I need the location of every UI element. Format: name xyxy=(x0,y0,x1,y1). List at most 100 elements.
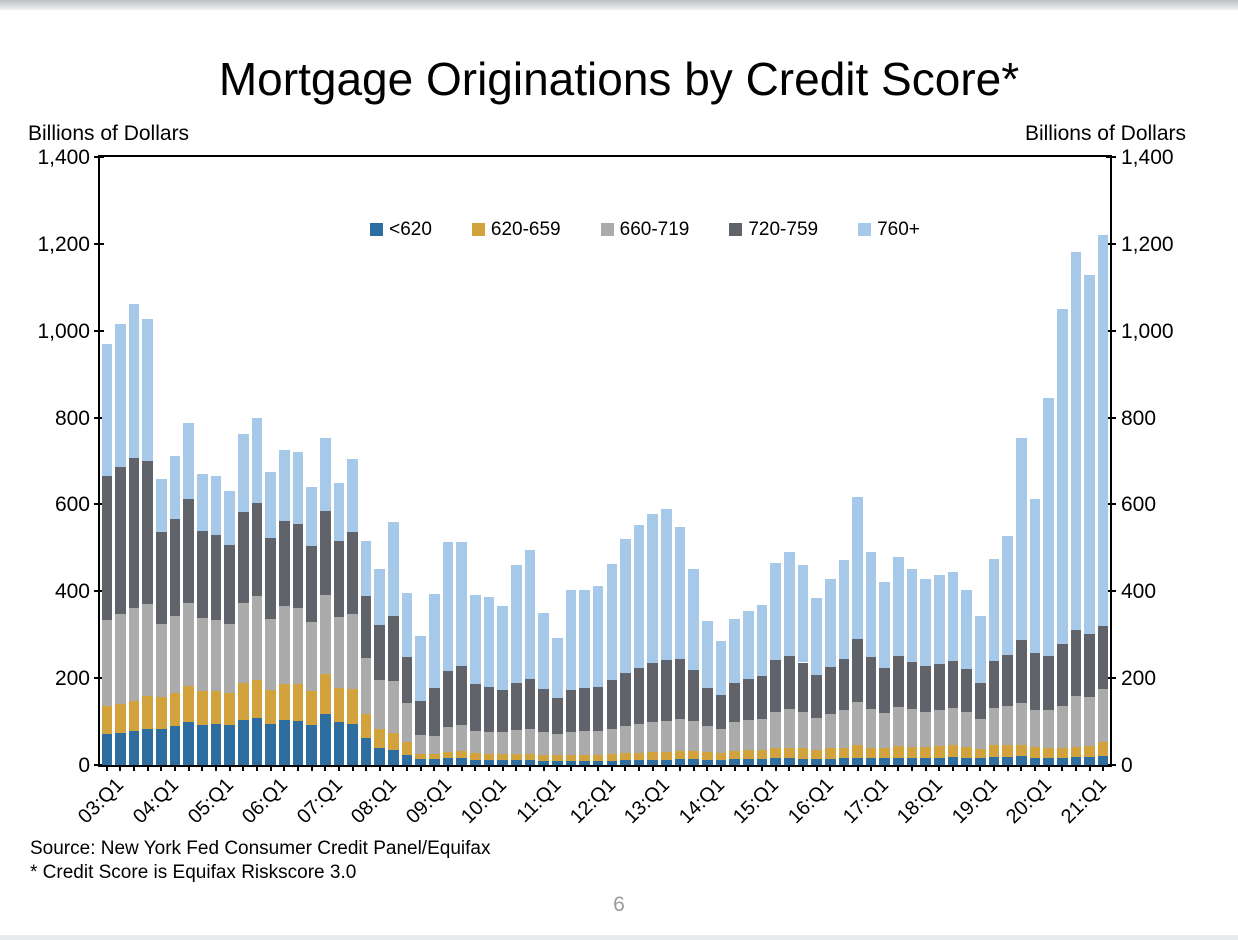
bar-08:Q1-seg-760+ xyxy=(374,568,386,626)
bar-04:Q2-seg-660-719 xyxy=(169,615,181,693)
bar-06:Q1-seg-<620 xyxy=(265,724,276,765)
legend-item-720-759: 720-759 xyxy=(729,220,818,239)
bar-09:Q2-seg-<620 xyxy=(442,758,454,765)
bar-15:Q3-seg-620-659 xyxy=(783,747,795,759)
bar-14:Q1-seg-<620 xyxy=(702,759,713,765)
x-minor-tick xyxy=(119,765,122,771)
x-minor-tick xyxy=(1088,765,1091,771)
bar-04:Q1-seg-760+ xyxy=(156,478,167,533)
bar-03:Q4-seg-<620 xyxy=(142,728,154,765)
bar-17:Q4-seg-760+ xyxy=(906,568,918,662)
bar-05:Q1-seg-720-759 xyxy=(210,534,222,620)
bar-03:Q2-seg-<620 xyxy=(115,732,126,765)
x-minor-tick xyxy=(351,765,354,771)
bar-08:Q1-seg-<620 xyxy=(374,747,386,765)
bar-20:Q1-seg-760+ xyxy=(1029,499,1041,654)
bar-05:Q2-seg-<620 xyxy=(224,725,235,765)
x-minor-tick xyxy=(105,765,108,771)
bar-20:Q3-seg-<620 xyxy=(1056,758,1068,765)
x-minor-tick xyxy=(255,765,258,771)
x-minor-tick xyxy=(720,765,722,771)
bar-03:Q4-seg-760+ xyxy=(142,319,154,461)
y-tick-label-left-1400: 1,400 xyxy=(37,146,90,169)
bar-09:Q2-seg-660-719 xyxy=(442,727,454,752)
bar-18:Q4-seg-620-659 xyxy=(961,746,972,758)
bar-10:Q2-seg-660-719 xyxy=(497,732,508,755)
bar-11:Q2-seg-660-719 xyxy=(551,734,563,755)
bar-18:Q1-seg-760+ xyxy=(920,579,932,667)
x-minor-tick xyxy=(556,765,559,771)
bar-16:Q2-seg-720-759 xyxy=(824,666,836,714)
bar-15:Q3-seg-760+ xyxy=(783,551,795,657)
bar-07:Q3-seg-760+ xyxy=(347,458,358,532)
y-tick-label-right-400: 400 xyxy=(1121,580,1157,604)
x-minor-tick xyxy=(870,765,873,771)
y-tick-left xyxy=(94,503,104,506)
bar-21:Q2-seg-720-759 xyxy=(1097,626,1109,690)
y-tick-label-right-800: 800 xyxy=(1121,406,1157,430)
bar-09:Q3-seg-720-759 xyxy=(456,665,467,725)
bar-07:Q1-seg-720-759 xyxy=(319,511,331,595)
bar-12:Q1-seg-720-759 xyxy=(592,686,604,732)
bar-09:Q4-seg-<620 xyxy=(470,759,481,765)
bar-10:Q1-seg-720-759 xyxy=(483,686,495,733)
x-minor-tick xyxy=(842,765,845,771)
bar-10:Q1-seg-660-719 xyxy=(483,732,495,755)
bar-15:Q2-seg-760+ xyxy=(770,562,781,661)
bar-06:Q4-seg-620-659 xyxy=(306,690,317,725)
x-minor-tick xyxy=(733,765,736,771)
bar-04:Q2-seg-720-759 xyxy=(169,519,181,616)
bar-18:Q4-seg-660-719 xyxy=(961,712,972,747)
bar-13:Q2-seg-<620 xyxy=(661,759,672,765)
bar-05:Q4-seg-620-659 xyxy=(251,679,263,719)
y-tick-label-right-1200: 1,200 xyxy=(1121,232,1174,256)
bar-20:Q4-seg-<620 xyxy=(1070,757,1082,765)
x-minor-tick xyxy=(952,765,955,771)
bar-19:Q2-seg-660-719 xyxy=(988,707,1000,746)
bar-13:Q4-seg-760+ xyxy=(688,568,700,670)
x-minor-tick xyxy=(801,765,804,771)
bar-21:Q1-seg-660-719 xyxy=(1084,697,1095,746)
legend-swatch-icon-660-719 xyxy=(600,223,614,236)
bar-17:Q3-seg-720-759 xyxy=(893,656,904,707)
y-tick-left xyxy=(94,764,104,766)
bar-08:Q3-seg-660-719 xyxy=(401,703,413,742)
bar-05:Q2-seg-760+ xyxy=(224,490,235,546)
bar-19:Q3-seg-660-719 xyxy=(1002,705,1013,745)
bar-15:Q1-seg-760+ xyxy=(756,604,768,677)
y-axis-units-left: Billions of Dollars xyxy=(28,122,190,145)
bar-20:Q2-seg-620-659 xyxy=(1043,748,1054,759)
y-tick-right xyxy=(1106,329,1116,332)
bar-13:Q4-seg-620-659 xyxy=(688,750,700,760)
bar-18:Q3-seg-620-659 xyxy=(947,745,959,758)
x-minor-tick xyxy=(692,765,695,771)
bar-05:Q3-seg-720-759 xyxy=(237,512,249,604)
x-minor-tick xyxy=(215,765,217,771)
bar-07:Q3-seg-660-719 xyxy=(347,614,358,689)
bar-11:Q3-seg-660-719 xyxy=(565,731,577,755)
bar-10:Q3-seg-620-659 xyxy=(510,754,522,761)
bar-18:Q2-seg-760+ xyxy=(934,575,945,664)
x-tick-label-16:Q1: 16:Q1 xyxy=(784,774,839,829)
bar-12:Q4-seg-660-719 xyxy=(633,724,645,753)
bar-18:Q4-seg-720-759 xyxy=(961,669,972,712)
bar-09:Q2-seg-760+ xyxy=(442,541,454,671)
bar-17:Q4-seg-660-719 xyxy=(906,709,918,747)
x-minor-tick xyxy=(146,765,149,771)
bar-05:Q1-seg-<620 xyxy=(210,724,222,765)
bar-10:Q3-seg-720-759 xyxy=(510,683,522,731)
bar-17:Q4-seg-<620 xyxy=(906,758,918,765)
bar-18:Q1-seg-620-659 xyxy=(920,747,932,759)
bar-17:Q4-seg-720-759 xyxy=(906,661,918,710)
x-minor-tick xyxy=(160,765,163,771)
bar-18:Q2-seg-660-719 xyxy=(934,709,945,747)
bar-19:Q2-seg-620-659 xyxy=(988,745,1000,757)
x-minor-tick xyxy=(515,765,518,771)
bar-13:Q2-seg-620-659 xyxy=(661,751,672,760)
bar-04:Q3-seg-720-759 xyxy=(183,499,195,603)
y-tick-left xyxy=(94,416,104,419)
bar-07:Q2-seg-660-719 xyxy=(333,617,345,688)
x-minor-tick xyxy=(310,765,313,771)
bar-06:Q4-seg-660-719 xyxy=(306,622,317,691)
bar-19:Q1-seg-720-759 xyxy=(975,682,986,720)
